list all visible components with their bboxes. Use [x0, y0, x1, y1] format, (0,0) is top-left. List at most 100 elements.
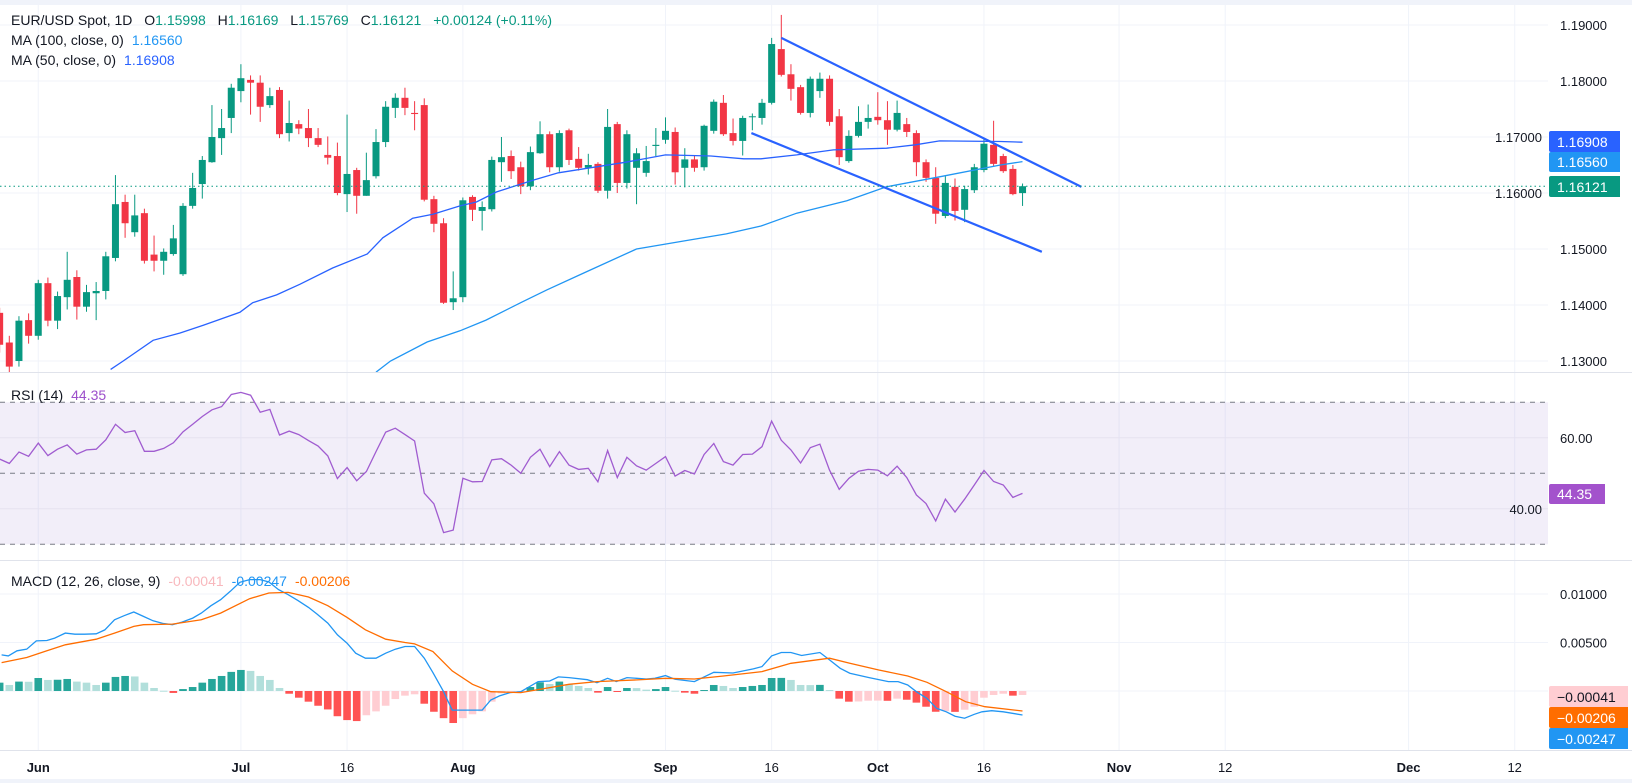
x-tick-label: Jul — [232, 760, 251, 775]
rsi-tick-label: 40.00 — [1509, 502, 1542, 517]
candle-body — [121, 201, 129, 224]
candle — [758, 98, 766, 125]
candle-body — [864, 117, 872, 122]
candle-body — [430, 199, 438, 224]
candle — [121, 194, 129, 238]
macd-histogram-bar — [787, 679, 795, 691]
candle — [198, 156, 206, 199]
macd-histogram-bar — [111, 676, 120, 691]
candle — [787, 64, 795, 101]
candle-body — [855, 121, 862, 136]
ma50-value: 1.16908 — [124, 52, 175, 68]
macd-histogram-bar — [902, 691, 911, 700]
candle-body — [150, 254, 158, 261]
macd-histogram-bar — [777, 677, 786, 691]
high-value: 1.16169 — [227, 12, 279, 28]
macd-legend[interactable]: MACD (12, 26, close, 9) -0.00041 -0.00247-… — [11, 572, 350, 590]
candle-body — [256, 82, 264, 107]
macd-histogram-bar — [806, 685, 815, 691]
x-tick-label: 16 — [340, 760, 354, 775]
macd-histogram-bar — [989, 691, 998, 695]
candle — [227, 83, 235, 134]
macd-histogram-bar — [854, 691, 863, 702]
grid — [0, 5, 1632, 751]
macd-histogram-bar — [883, 691, 892, 701]
macd-histogram-bar — [642, 689, 650, 691]
macd-histogram-bar — [632, 688, 641, 691]
candle-body — [922, 162, 930, 178]
rsi-legend[interactable]: RSI (14) 44.35 — [11, 386, 106, 404]
candle-body — [44, 283, 52, 321]
candle-body — [961, 189, 969, 210]
candle-body — [227, 87, 235, 118]
candle — [189, 172, 197, 209]
candle-body — [546, 134, 554, 168]
x-tick-label: Oct — [867, 760, 889, 775]
candle — [893, 100, 901, 132]
macd-histogram-bar — [758, 684, 766, 691]
candle — [710, 99, 718, 134]
price-tick-label: 1.17000 — [1495, 130, 1542, 145]
candle — [719, 95, 727, 136]
macd-histogram-bar — [410, 691, 419, 695]
candle-body — [25, 320, 33, 336]
candle — [362, 152, 370, 196]
candle — [874, 92, 882, 125]
macd-histogram-bar — [661, 687, 670, 691]
candle-body — [247, 79, 255, 83]
macd-histogram-bar — [44, 679, 52, 691]
candle — [218, 109, 226, 155]
candle-body — [34, 283, 42, 336]
candle — [1009, 165, 1017, 196]
macd-histogram-bar — [246, 670, 255, 691]
candle-body — [671, 131, 679, 173]
candle-body — [92, 291, 100, 294]
ma100-legend[interactable]: MA (100, close, 0) 1.16560 — [11, 31, 182, 49]
macd-histogram-bar — [179, 689, 187, 691]
candle — [652, 128, 660, 157]
candle-body — [276, 89, 283, 135]
ma50-legend[interactable]: MA (50, close, 0) 1.16908 — [11, 51, 175, 69]
candle-body — [507, 156, 515, 172]
macd-histogram-bar — [816, 684, 824, 691]
candle-body — [362, 180, 370, 196]
candle-body — [295, 124, 303, 129]
candle-body — [517, 167, 525, 187]
macd-histogram-bar — [825, 690, 834, 692]
candle-body — [63, 279, 71, 298]
candle-body — [719, 102, 727, 135]
candle — [314, 128, 322, 148]
symbol-title[interactable]: EUR/USD Spot, 1D — [11, 12, 133, 28]
candle-body — [324, 154, 332, 158]
candle-body — [990, 144, 998, 164]
candle-body — [198, 159, 206, 185]
macd-histogram-bar — [893, 691, 901, 699]
high-label: H — [217, 12, 228, 28]
candle — [83, 284, 90, 312]
candle — [266, 87, 274, 108]
macd-signal-value: -0.00206 — [294, 573, 351, 589]
macd-histogram-bar — [449, 691, 457, 724]
rsi-label: RSI (14) — [11, 387, 64, 403]
candle-body — [652, 144, 660, 146]
macd-histogram-bar — [150, 687, 158, 691]
macd-histogram-bar — [960, 691, 969, 710]
macd-histogram-bar — [671, 690, 679, 692]
candle-body — [575, 158, 583, 168]
macd-histogram-bar — [314, 691, 322, 706]
candle — [247, 75, 255, 115]
price-tick-label: 1.16000 — [1495, 186, 1542, 201]
macd-histogram-bar — [796, 684, 805, 691]
macd-histogram-bar — [15, 681, 23, 691]
candle-body — [729, 133, 737, 141]
candle-body — [160, 251, 168, 261]
candle — [806, 76, 814, 118]
candle — [411, 101, 419, 131]
candle-body — [169, 238, 177, 255]
candle — [324, 136, 332, 165]
macd-histogram-bar — [459, 691, 467, 719]
candle — [526, 146, 534, 191]
candle-body — [478, 207, 486, 211]
candle-body — [806, 78, 814, 113]
